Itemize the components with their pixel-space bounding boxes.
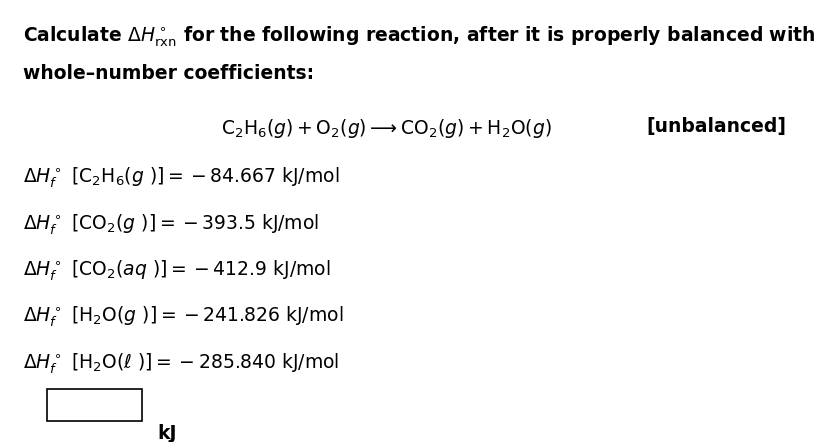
Text: kJ: kJ xyxy=(157,424,177,442)
Text: $\Delta H^\circ_f\ [\mathrm{H_2O}(g\ )] = -241.826\ \mathrm{kJ/mol}$: $\Delta H^\circ_f\ [\mathrm{H_2O}(g\ )] … xyxy=(23,305,344,329)
Text: whole–number coefficients:: whole–number coefficients: xyxy=(23,64,314,83)
Text: $\Delta H^\circ_f\ [\mathrm{H_2O}(\ell\ )] = -285.840\ \mathrm{kJ/mol}$: $\Delta H^\circ_f\ [\mathrm{H_2O}(\ell\ … xyxy=(23,351,339,376)
Text: $\Delta H^\circ_f\ [\mathrm{C_2H_6}(g\ )] = -84.667\ \mathrm{kJ/mol}$: $\Delta H^\circ_f\ [\mathrm{C_2H_6}(g\ )… xyxy=(23,166,339,190)
Text: $\Delta H^\circ_f\ [\mathrm{CO_2}(aq\ )] = -412.9\ \mathrm{kJ/mol}$: $\Delta H^\circ_f\ [\mathrm{CO_2}(aq\ )]… xyxy=(23,259,330,283)
Text: $\mathrm{C_2H_6}(g) + \mathrm{O_2}(g) \longrightarrow \mathrm{CO_2}(g) + \mathrm: $\mathrm{C_2H_6}(g) + \mathrm{O_2}(g) \l… xyxy=(221,117,551,140)
Text: [unbalanced]: [unbalanced] xyxy=(646,117,786,136)
Text: Calculate $\Delta H^\circ_{\mathrm{rxn}}$ for the following reaction, after it i: Calculate $\Delta H^\circ_{\mathrm{rxn}}… xyxy=(23,24,818,49)
Text: $\Delta H^\circ_f\ [\mathrm{CO_2}(g\ )] = -393.5\ \mathrm{kJ/mol}$: $\Delta H^\circ_f\ [\mathrm{CO_2}(g\ )] … xyxy=(23,212,319,236)
